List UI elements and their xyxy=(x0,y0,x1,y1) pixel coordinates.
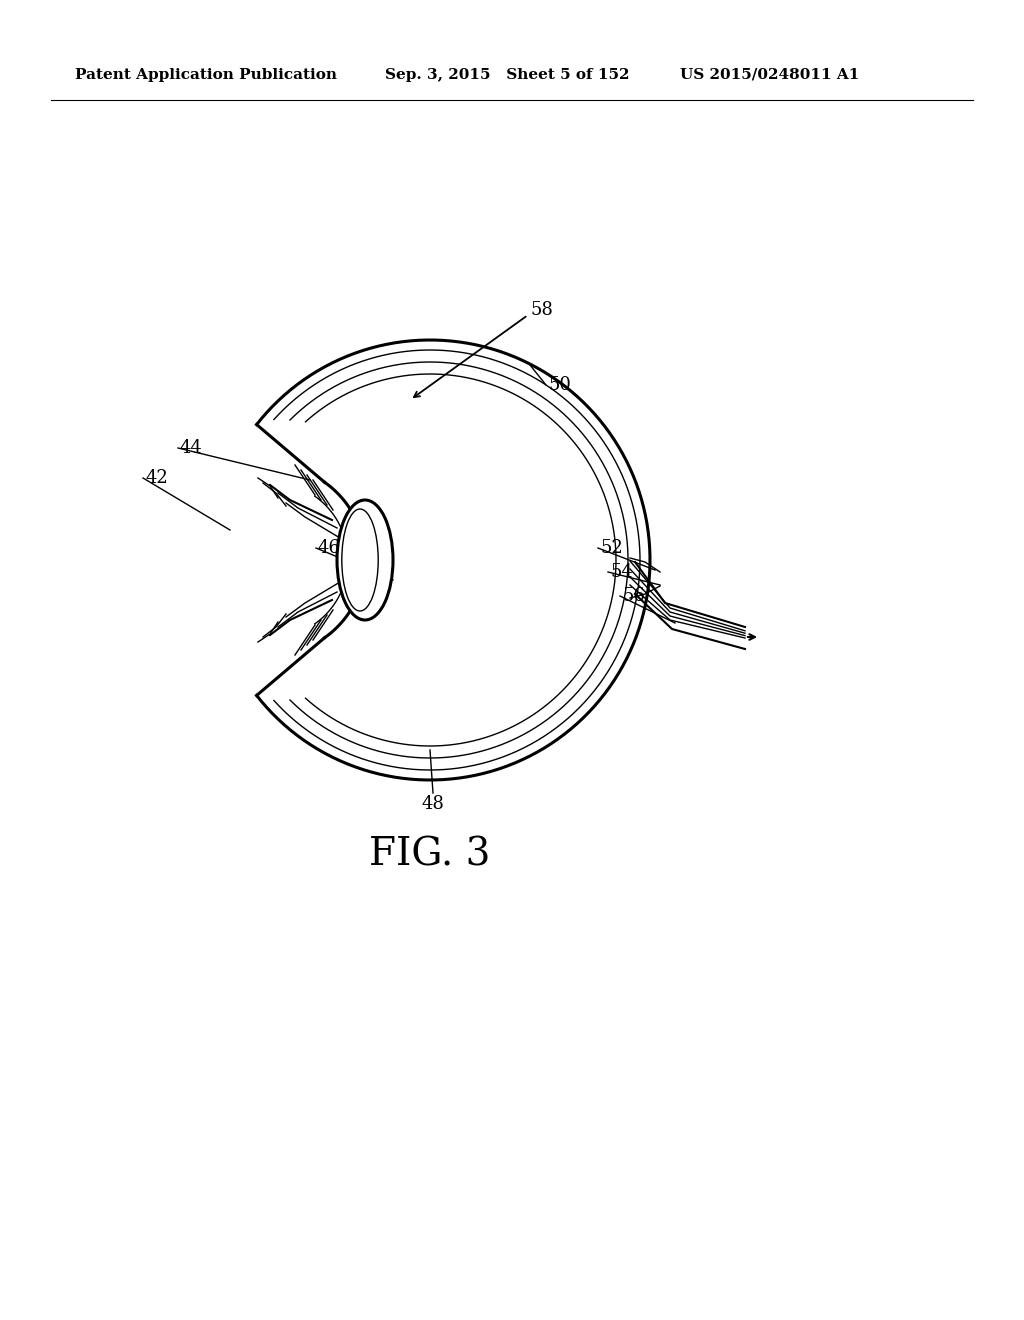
Text: 44: 44 xyxy=(180,440,203,457)
Text: 56: 56 xyxy=(622,587,645,605)
Ellipse shape xyxy=(337,500,393,620)
Text: 58: 58 xyxy=(530,301,553,319)
Text: 42: 42 xyxy=(145,469,168,487)
Text: Sep. 3, 2015   Sheet 5 of 152: Sep. 3, 2015 Sheet 5 of 152 xyxy=(385,69,630,82)
Text: US 2015/0248011 A1: US 2015/0248011 A1 xyxy=(680,69,859,82)
Text: 54: 54 xyxy=(610,564,633,581)
Text: 48: 48 xyxy=(422,795,444,813)
Text: FIG. 3: FIG. 3 xyxy=(370,837,490,874)
Text: 52: 52 xyxy=(600,539,623,557)
Text: 46: 46 xyxy=(318,539,341,557)
Text: 50: 50 xyxy=(548,376,570,393)
Text: Patent Application Publication: Patent Application Publication xyxy=(75,69,337,82)
